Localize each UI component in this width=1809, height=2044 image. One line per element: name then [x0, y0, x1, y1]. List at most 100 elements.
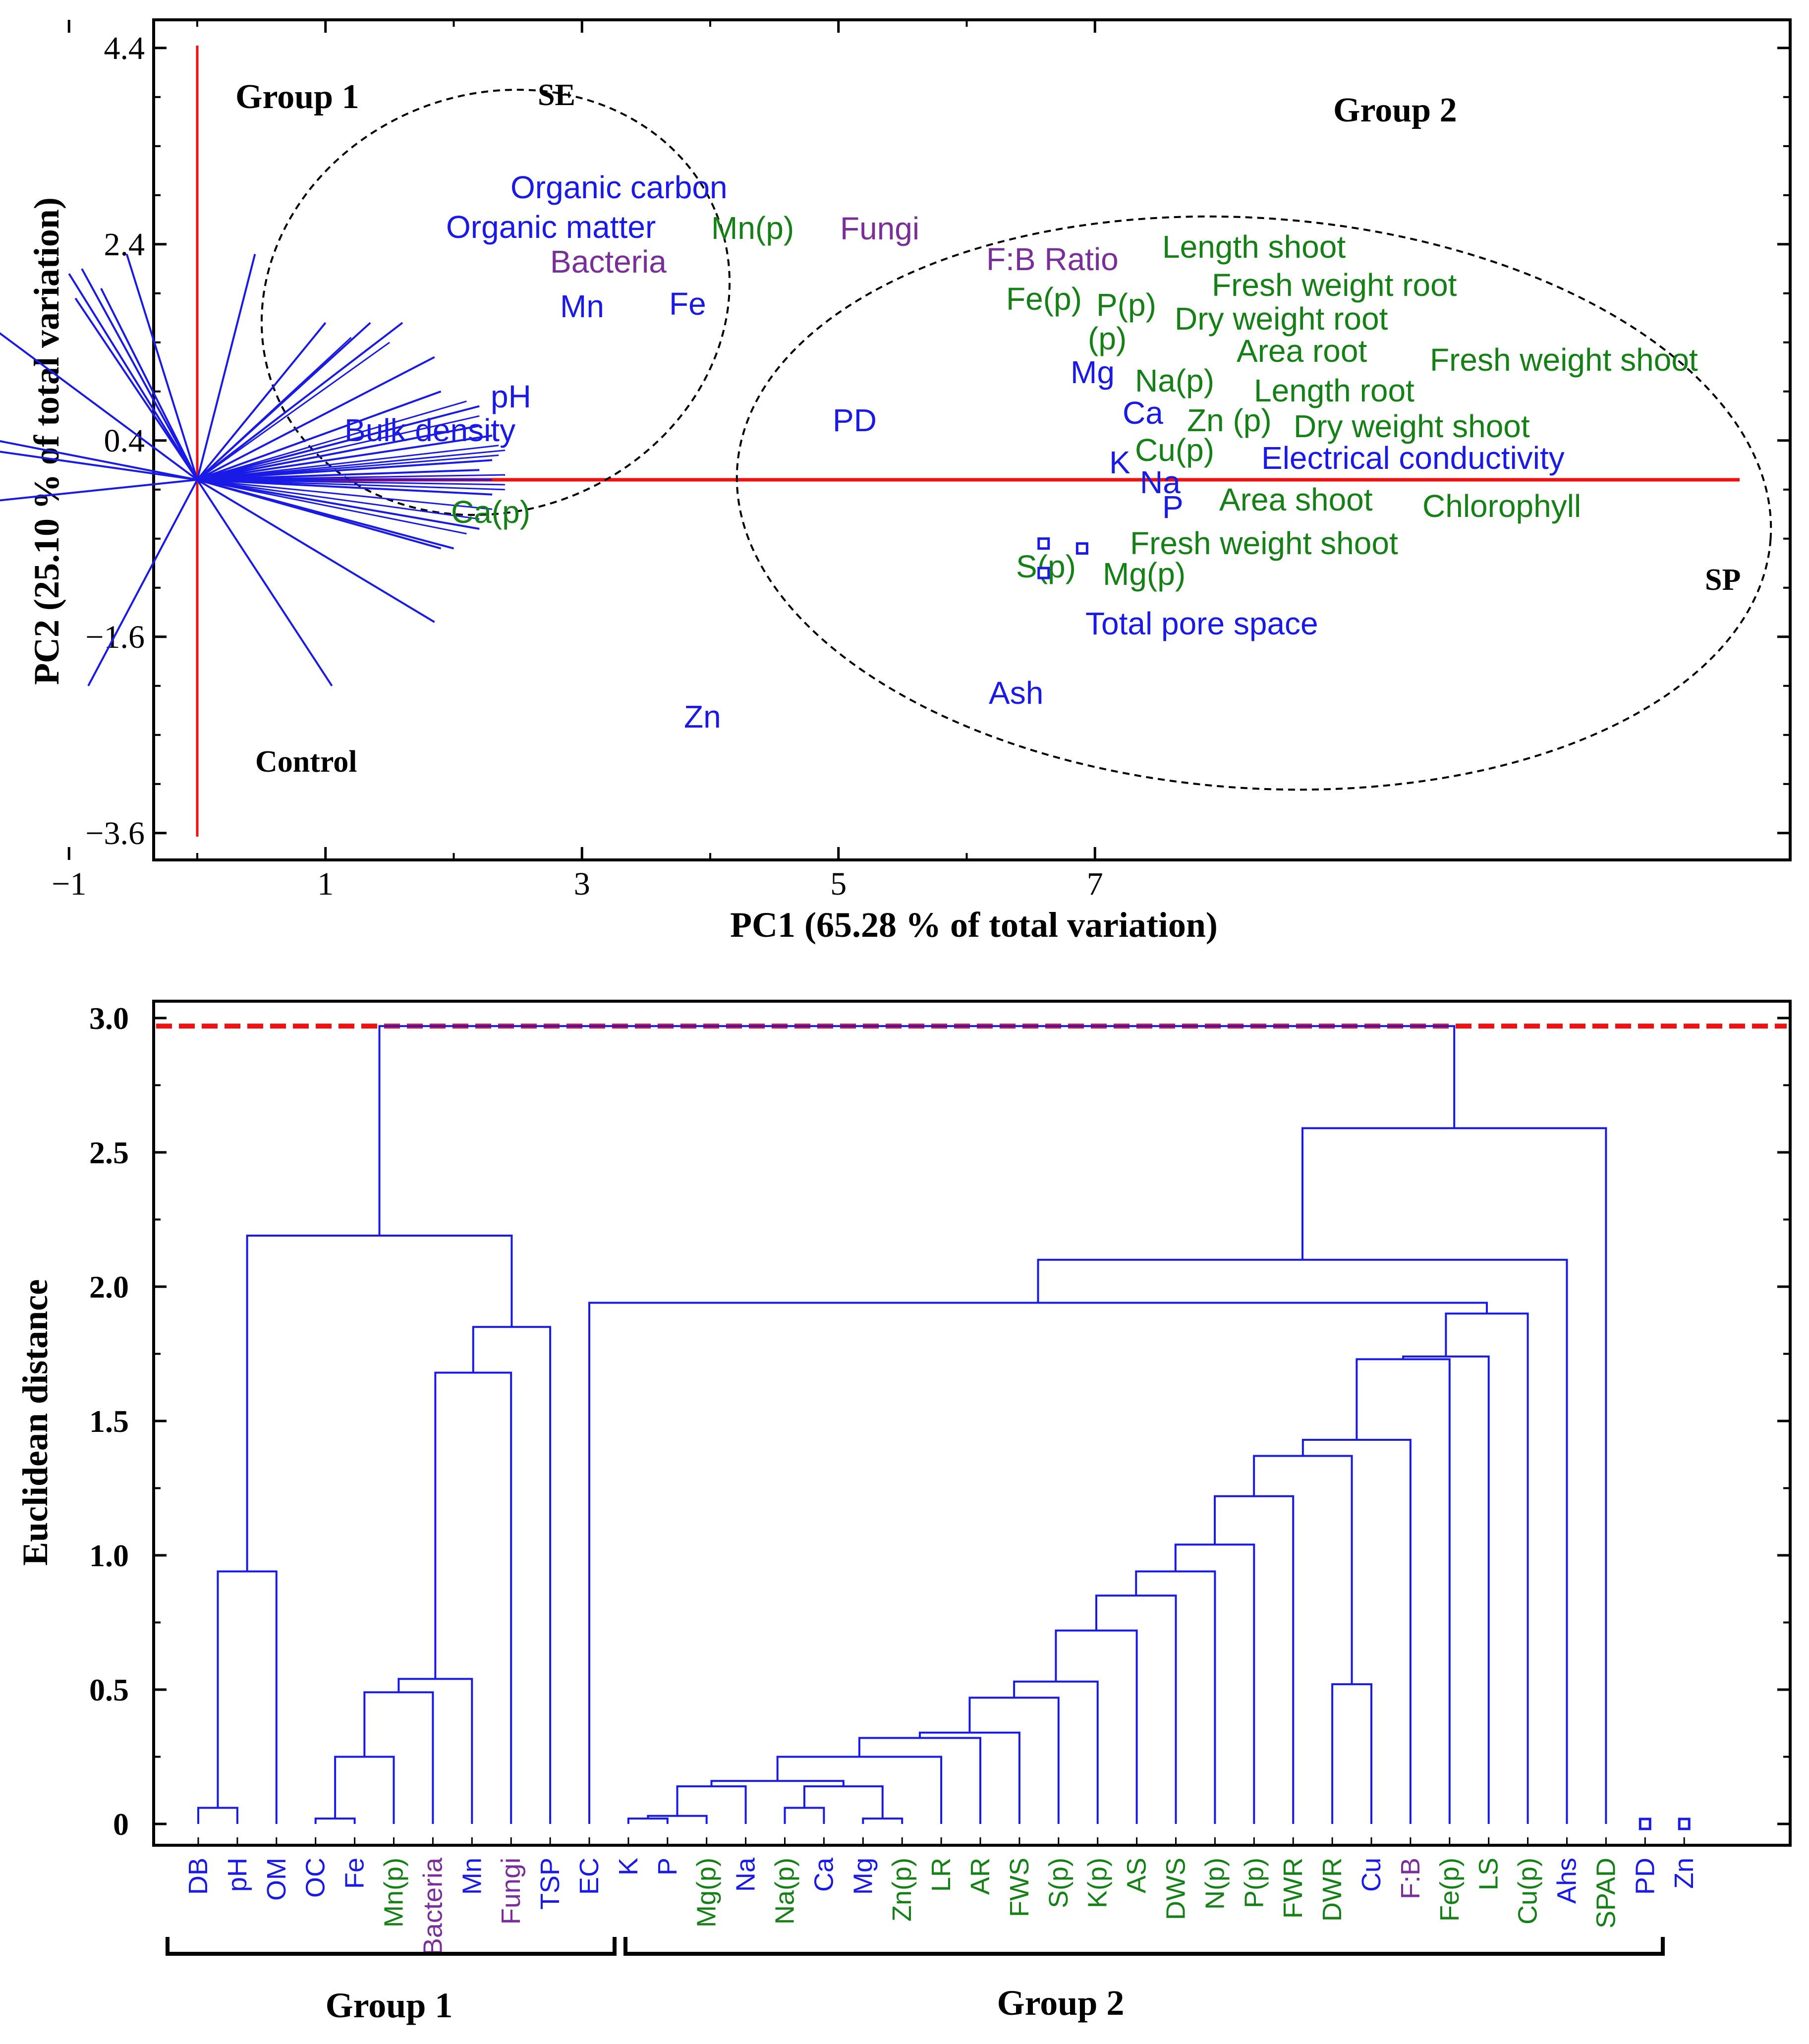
pca-variable-label: Electrical conductivity [1261, 440, 1565, 476]
pca-loading-vector [0, 451, 198, 481]
pca-loading-label: Zn (p) [1187, 402, 1272, 438]
pca-loading-vector [197, 479, 493, 496]
dendro-link [378, 1025, 1456, 1236]
dendro-leaf-label: AS [1122, 1858, 1152, 1893]
pca-sample-point [1037, 537, 1050, 550]
dendro-y-tick-label: 2.0 [89, 1269, 129, 1305]
pca-loading-vector-minor [197, 474, 506, 481]
dendro-leaf-label: Mg(p) [692, 1858, 722, 1928]
pca-variable-label: Length root [1254, 373, 1414, 408]
dendro-leaf-label: K [614, 1858, 643, 1875]
pca-loading-vector-minor [197, 341, 390, 481]
dendro-group-bracket-2 [623, 1937, 1665, 1956]
pca-loading-vector [196, 254, 256, 480]
dendro-link [397, 1678, 473, 1824]
pca-loading-label: Total pore space [1085, 606, 1318, 641]
dendro-leaf-label: DB [183, 1858, 213, 1895]
dendro-link [1253, 1455, 1353, 1685]
pca-loading-label: PD [833, 402, 877, 438]
pca-loading-vector-minor [197, 454, 499, 481]
pca-loading-vector-minor [197, 479, 493, 510]
dendro-link [968, 1697, 1060, 1824]
dendro-link [1013, 1680, 1099, 1824]
dendro-y-tick-label: 3.0 [89, 1001, 129, 1036]
pca-sample-label-control: Control [255, 745, 357, 779]
dendro-leaf-label: Na [731, 1857, 761, 1892]
dendro-leaf-label: OC [301, 1858, 331, 1898]
pca-loading-label: Fe(p) [1006, 281, 1082, 317]
pca-loading-label: Ash [989, 675, 1043, 711]
dendro-y-tick-label: 0.5 [89, 1672, 129, 1707]
dendro-leaf-label: N(p) [1200, 1858, 1230, 1910]
dendro-link [334, 1756, 395, 1824]
pca-loading-vector [125, 254, 198, 480]
dendro-leaf-label: PD [1630, 1858, 1660, 1895]
dendro-link [246, 1235, 513, 1572]
pca-loading-vector [100, 288, 198, 480]
dendro-singleton-marker [1639, 1817, 1651, 1830]
pca-loading-label: Organic matter [446, 209, 656, 245]
dendro-link [858, 1737, 981, 1824]
pca-loading-vector [68, 273, 198, 481]
pca-loading-vector [190, 469, 198, 481]
pca-loading-label: Ca [1123, 395, 1163, 431]
dendro-leaf-label: Mn [457, 1858, 487, 1895]
dendro-singleton-marker [1678, 1817, 1691, 1830]
pca-loading-vector-minor [197, 400, 467, 481]
pca-x-tick-label: 7 [1087, 866, 1103, 902]
pca-loading-vector [0, 479, 198, 502]
dendro-link [1402, 1355, 1490, 1824]
dendro-leaf-label: Bacteria [418, 1857, 448, 1956]
dendro-leaf-label: DWS [1161, 1858, 1191, 1920]
dendro-leaf-label: AR [965, 1858, 995, 1895]
dendro-leaf-label: Fungi [496, 1858, 526, 1925]
pca-sample-point [1037, 567, 1050, 579]
pca-y-tick-label: −3.6 [85, 815, 145, 852]
pca-variable-label: Dry weight shoot [1294, 408, 1530, 444]
pca-loading-vector [197, 479, 480, 530]
dendro-leaf-label: Fe [340, 1858, 370, 1889]
pca-loading-label: Fresh weight shoot [1130, 525, 1398, 561]
pca-group-label-2: Group 2 [1333, 91, 1457, 129]
pca-y-axis-title: PC2 (25.10 % of total variation) [27, 197, 66, 685]
dendrogram-frame [152, 1000, 1792, 1847]
pca-loading-vector [0, 440, 198, 481]
pca-loading-vector [81, 268, 198, 480]
dendro-group-label-1: Group 1 [326, 1986, 453, 2025]
pca-group-ellipse [735, 215, 1772, 791]
pca-loading-label: Mn(p) [711, 210, 794, 246]
pca-loading-vector [196, 479, 333, 686]
dendro-link [676, 1785, 747, 1824]
pca-loading-label: Na(p) [1135, 363, 1214, 398]
pca-x-tick-label: −1 [52, 866, 86, 902]
dendro-group-label-2: Group 2 [997, 1983, 1125, 2023]
pca-loading-label: pH [491, 379, 531, 414]
dendro-link [918, 1731, 1020, 1824]
dendro-link [803, 1785, 884, 1819]
pca-variable-label: Fresh weight root [1212, 267, 1457, 303]
dendro-leaf-label: K(p) [1083, 1858, 1113, 1908]
pca-loading-label: Ca(p) [451, 494, 530, 530]
pca-sample-label-se: SE [538, 78, 575, 112]
pca-loading-vector-minor [197, 479, 506, 486]
pca-loading-label: K [1109, 445, 1131, 480]
pca-loading-vector-minor [197, 479, 467, 535]
pca-loading-label: Bacteria [550, 244, 667, 280]
pca-x-tick-label: 5 [830, 866, 847, 902]
pca-loading-vector [197, 469, 480, 481]
pca-y-tick-label: 0.4 [104, 423, 145, 459]
dendro-link [1301, 1438, 1412, 1824]
pca-loading-label: (p) [1088, 321, 1127, 356]
dendro-leaf-label: Zn [1669, 1858, 1699, 1889]
pca-x-tick-label: 1 [317, 866, 334, 902]
dendro-leaf-label: FWR [1278, 1858, 1308, 1919]
dendro-leaf-label: Ahs [1552, 1858, 1582, 1904]
pca-loading-vector [197, 479, 454, 550]
dendro-leaf-label: Ca [809, 1857, 839, 1892]
dendro-link [862, 1817, 904, 1824]
pca-group-label-1: Group 1 [235, 78, 359, 116]
dendro-leaf-label: F:B [1396, 1858, 1425, 1899]
dendro-leaf-label: LS [1474, 1858, 1504, 1890]
dendro-leaf-label: EC [574, 1858, 604, 1895]
pca-loading-label: P(p) [1096, 287, 1156, 323]
